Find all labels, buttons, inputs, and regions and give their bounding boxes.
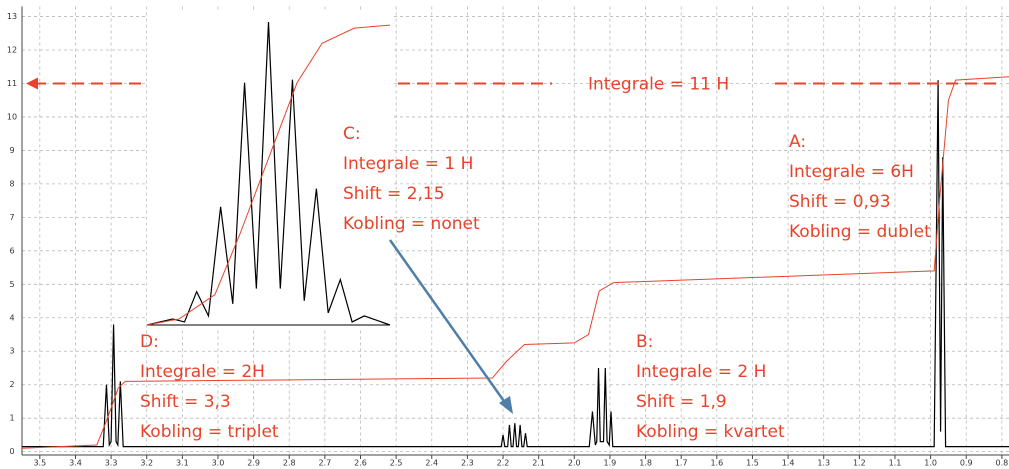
y-tick-label: 2	[9, 380, 14, 389]
inset	[146, 12, 392, 328]
x-tick-label: 3.3	[105, 459, 118, 468]
x-tick-label: 1.9	[604, 459, 617, 468]
x-tick-label: 3.0	[212, 459, 225, 468]
annotation: Integrale = 1 H	[343, 154, 473, 174]
x-tick-label: 1.7	[675, 459, 688, 468]
annotations: D: Integrale = 2H Shift = 3,3 Kobling = tri…	[140, 124, 931, 442]
x-tick-label: 1.4	[782, 459, 795, 468]
series-line	[21, 76, 1009, 449]
reference-label: Integrale = 11 H	[588, 74, 729, 94]
annotation: D:	[140, 332, 159, 352]
annotation: Shift = 3,3	[140, 392, 231, 412]
x-tick-label: 2.3	[461, 459, 474, 468]
arrow	[388, 239, 508, 405]
annotation: Shift = 0,93	[789, 192, 891, 212]
x-tick-label: 1.6	[710, 459, 723, 468]
x-tick-label: 2.8	[283, 459, 296, 468]
y-tick-label: 8	[9, 179, 14, 188]
annotation: Integrale = 2H	[140, 362, 265, 382]
y-tick-label: 1	[9, 414, 14, 423]
annotation: Kobling = nonet	[343, 214, 480, 234]
annotation: Shift = 2,15	[343, 184, 445, 204]
x-tick-label: 1.2	[853, 459, 866, 468]
x-tick-label: 2.9	[247, 459, 260, 468]
y-tick-label: 0	[9, 447, 14, 456]
arrow-head	[499, 396, 513, 414]
annotation: A:	[789, 132, 806, 152]
x-tick-label: 1.8	[639, 459, 652, 468]
y-tick-label: 6	[9, 246, 14, 255]
reference-arrow	[26, 77, 38, 90]
annotation: B:	[636, 332, 653, 352]
x-tick-label: 1.0	[924, 459, 937, 468]
inset-background	[147, 12, 392, 328]
x-tick-label: 2.4	[425, 459, 438, 468]
annotation: Integrale = 6H	[789, 162, 914, 182]
annotation: Kobling = kvartet	[636, 422, 785, 442]
annotation: Kobling = dublet	[789, 222, 931, 242]
series-line	[146, 24, 391, 326]
y-tick-label: 5	[9, 280, 14, 289]
x-tick-label: 0.8	[996, 459, 1009, 468]
plot: Integrale = 11 H	[21, 74, 1009, 449]
x-tick-label: 1.3	[817, 459, 830, 468]
annotation: Kobling = triplet	[140, 422, 279, 442]
y-tick-label: 7	[9, 213, 14, 222]
x-tick-label: 2.1	[532, 459, 545, 468]
y-tick-label: 9	[9, 146, 14, 155]
x-tick-label: 2.7	[319, 459, 332, 468]
x-tick-label: 2.5	[390, 459, 403, 468]
x-tick-label: 1.5	[746, 459, 759, 468]
y-tick-label: 13	[7, 12, 17, 21]
x-tick-label: 2.2	[497, 459, 510, 468]
x-tick-label: 3.4	[69, 459, 82, 468]
series-line	[146, 22, 391, 326]
x-tick-label: 3.2	[140, 459, 153, 468]
y-tick-label: 12	[7, 46, 17, 55]
x-tick-label: 0.9	[960, 459, 973, 468]
annotation: C:	[343, 124, 361, 144]
x-tick-label: 1.1	[889, 459, 902, 468]
y-tick-label: 11	[7, 79, 17, 88]
y-tick-label: 3	[9, 347, 14, 356]
annotation: Integrale = 2 H	[636, 362, 766, 382]
x-tick-label: 2.6	[354, 459, 367, 468]
x-tick-label: 2.0	[568, 459, 581, 468]
x-tick-label: 3.5	[33, 459, 46, 468]
y-tick-label: 4	[9, 313, 14, 322]
series-line	[22, 80, 1009, 448]
x-tick-label: 3.1	[176, 459, 189, 468]
y-tick-label: 10	[7, 112, 17, 121]
annotation: Shift = 1,9	[636, 392, 727, 412]
